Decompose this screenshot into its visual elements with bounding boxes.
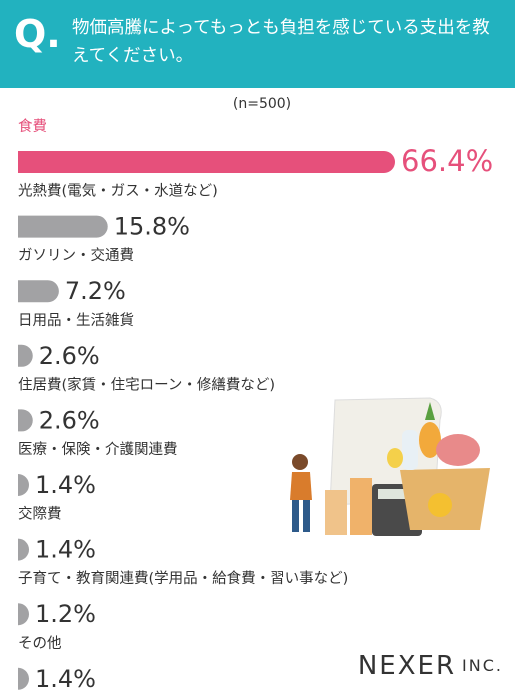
category-label: 子育て・教育関連費(学用品・給食費・習い事など) xyxy=(18,570,348,587)
bar xyxy=(18,603,30,626)
value-label: 2.6% xyxy=(39,342,100,370)
bar xyxy=(18,151,395,173)
bar xyxy=(18,474,29,496)
subtitle: (n=500) xyxy=(233,96,291,112)
bar xyxy=(18,280,59,303)
bar xyxy=(18,667,30,690)
brand-suffix: INC. xyxy=(462,656,503,675)
question-mark: Q. xyxy=(14,12,61,56)
value-label: 2.6% xyxy=(39,406,100,434)
value-label: 66.4% xyxy=(401,144,493,178)
value-label: 1.4% xyxy=(35,471,96,499)
category-label: 住居費(家賃・住宅ローン・修繕費など) xyxy=(18,376,275,393)
category-label: その他 xyxy=(18,635,62,652)
brand: NEXER INC. xyxy=(358,651,503,681)
value-label: 1.4% xyxy=(35,536,96,564)
bar xyxy=(18,409,33,432)
category-label: 交際費 xyxy=(18,505,62,523)
bar xyxy=(18,538,30,561)
illustration xyxy=(290,397,490,536)
category-label: 食費 xyxy=(18,118,47,135)
bar xyxy=(18,344,33,367)
bar xyxy=(18,215,108,238)
header: Q. 物価高騰によってもっとも負担を感じている支出を教えてください。 xyxy=(0,0,515,88)
value-label: 1.4% xyxy=(35,665,96,693)
value-label: 7.2% xyxy=(65,277,126,305)
question-text: 物価高騰によってもっとも負担を感じている支出を教えてください。 xyxy=(72,18,490,66)
category-label: 光熱費(電気・ガス・水道など) xyxy=(18,183,218,200)
category-label: 日用品・生活雑貨 xyxy=(18,312,134,329)
brand-name: NEXER xyxy=(358,651,456,681)
category-label: 医療・保険・介護関連費 xyxy=(18,441,178,458)
value-label: 1.2% xyxy=(35,600,96,628)
value-label: 15.8% xyxy=(114,213,190,241)
category-label: ガソリン・交通費 xyxy=(18,246,134,264)
